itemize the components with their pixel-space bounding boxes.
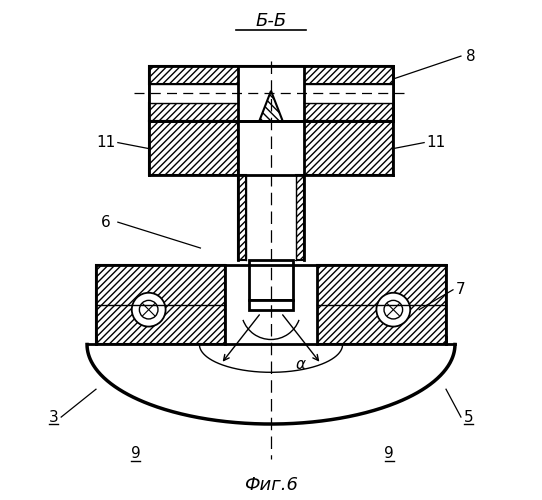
Text: 11: 11	[96, 135, 115, 150]
Polygon shape	[238, 91, 304, 176]
Polygon shape	[149, 120, 238, 176]
Circle shape	[384, 300, 403, 319]
Circle shape	[139, 300, 158, 319]
Polygon shape	[317, 265, 446, 344]
Text: 6: 6	[101, 214, 111, 230]
Polygon shape	[149, 84, 393, 103]
Polygon shape	[246, 176, 296, 260]
Polygon shape	[238, 91, 304, 176]
Text: 7: 7	[456, 282, 466, 298]
Polygon shape	[249, 260, 293, 300]
Polygon shape	[96, 265, 225, 344]
Polygon shape	[249, 300, 293, 310]
Text: 3: 3	[48, 410, 58, 424]
Circle shape	[376, 293, 410, 326]
Polygon shape	[238, 66, 304, 120]
Polygon shape	[149, 66, 393, 84]
Polygon shape	[238, 176, 246, 260]
Text: 9: 9	[131, 446, 140, 462]
Polygon shape	[238, 120, 304, 176]
Circle shape	[132, 293, 166, 326]
Polygon shape	[296, 176, 304, 260]
Polygon shape	[149, 103, 393, 120]
Text: $\alpha$: $\alpha$	[295, 357, 307, 372]
Text: 9: 9	[384, 446, 394, 462]
Text: 8: 8	[466, 48, 476, 64]
Text: 11: 11	[427, 135, 446, 150]
Text: Фиг.6: Фиг.6	[244, 476, 298, 494]
Text: Б-Б: Б-Б	[255, 12, 287, 30]
Polygon shape	[225, 265, 317, 344]
Polygon shape	[149, 66, 393, 120]
Polygon shape	[304, 120, 393, 176]
Text: 5: 5	[464, 410, 474, 424]
